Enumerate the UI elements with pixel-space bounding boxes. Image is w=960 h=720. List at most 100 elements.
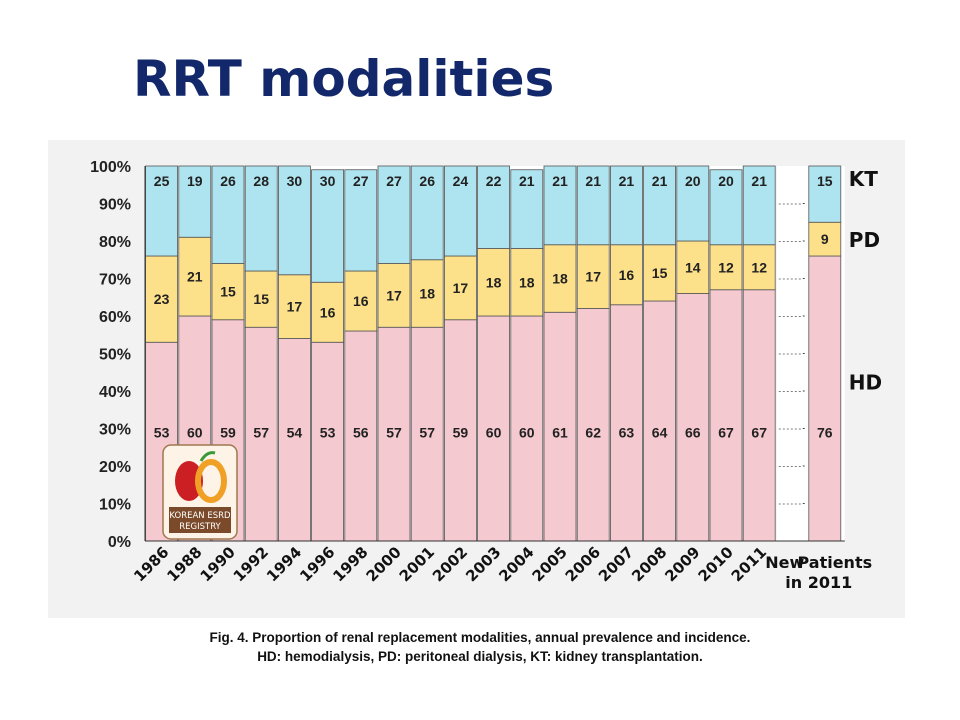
logo-banner [169,507,231,533]
bar-2004-pd [510,248,544,317]
legend-pd: PD [849,228,880,252]
x-tick-label: 2009 [661,543,703,585]
data-label-kt: 21 [519,173,535,189]
x-tick-label: 1990 [197,543,239,585]
data-label-hd: 66 [685,424,701,440]
x-tick-label: 2000 [363,543,405,585]
gap-column [776,166,805,541]
bar-2006-kt [576,165,610,246]
bar-1998-hd [344,330,378,542]
bar-2001-kt [410,165,444,261]
data-label-kt: 19 [187,173,203,189]
bar-2000-pd [377,263,411,328]
bar-1996-kt [311,169,345,283]
logo-text-line1: KOREAN ESRD [169,511,231,521]
bar-2004-kt [510,169,544,249]
data-label-kt: 30 [287,173,303,189]
data-label-pd: 17 [386,287,402,303]
data-label-hd: 57 [253,424,269,440]
legend-kt: KT [849,167,878,191]
data-label-pd: 15 [253,291,269,307]
x-tick-label: 2005 [529,543,571,585]
data-label-hd: 61 [552,424,568,440]
bar-1996-hd [311,341,345,542]
bar-2008-hd [643,300,676,542]
bar-1990-kt [211,165,245,264]
data-label-pd: 17 [585,269,601,285]
data-label-hd: 59 [453,424,469,440]
data-label-pd: 12 [751,259,767,275]
y-tick-label: 90% [99,197,131,214]
x-label-in-2011: in 2011 [785,573,852,592]
bar-2008-kt [643,165,676,246]
data-label-hd: 63 [619,424,635,440]
data-label-pd: 21 [187,269,203,285]
bar-2004-hd [510,315,544,542]
bar-2001-hd [410,326,444,542]
bar-2002-pd [443,255,477,321]
data-label-pd: 18 [486,274,502,290]
bar-1986-kt [145,165,178,257]
bar-2010-kt [709,169,743,246]
data-label-pd: 18 [419,286,435,302]
bar-2003-pd [477,248,511,317]
bar-2001-pd [410,259,444,328]
x-tick-label: 1992 [230,543,272,585]
x-tick-label: 2007 [595,543,637,585]
data-label-kt: 26 [220,173,236,189]
x-tick-label: 1994 [263,543,305,585]
bar-2005-kt [543,165,577,246]
data-label-pd: 16 [619,267,635,283]
bar-1988-pd [178,236,212,317]
data-label-hd: 56 [353,424,369,440]
bar-2011-kt [742,165,776,246]
x-tick-label: 2001 [396,543,438,585]
legend-hd: HD [849,371,882,395]
data-label-pd: 9 [821,231,829,247]
data-label-pd: 12 [718,259,734,275]
data-label-pd: 15 [652,265,668,281]
data-label-pd: 16 [353,293,369,309]
data-label-kt: 20 [718,173,734,189]
bar-1996-pd [311,281,345,343]
bar-2006-pd [576,244,610,309]
bar-2003-kt [477,165,511,249]
bar-new-patients-kt [808,165,842,223]
x-tick-label: 1988 [163,543,205,585]
data-label-pd: 16 [320,304,336,320]
bar-2000-kt [377,165,411,264]
bar-2007-kt [610,165,643,246]
x-tick-label: 2003 [462,543,504,585]
data-label-hd: 59 [220,424,236,440]
data-label-kt: 21 [619,173,635,189]
data-label-hd: 54 [287,424,303,440]
y-tick-label: 80% [99,234,131,251]
y-tick-label: 40% [99,384,131,401]
bar-1992-hd [244,326,278,542]
x-tick-label: 1986 [130,543,172,585]
bar-2007-hd [610,304,643,542]
y-tick-label: 0% [108,534,131,551]
logo-kidney-red [175,461,203,501]
bar-1992-pd [244,270,278,328]
data-label-hd: 60 [519,424,535,440]
data-label-hd: 67 [718,424,734,440]
x-tick-label: 2008 [628,543,670,585]
data-label-pd: 17 [453,280,469,296]
data-label-hd: 76 [817,424,833,440]
y-tick-label: 20% [99,459,131,476]
bar-1998-kt [344,169,378,272]
data-label-pd: 14 [685,259,701,275]
bar-2010-hd [709,289,743,542]
data-label-hd: 62 [585,424,601,440]
slide-title: RRT modalities [133,50,555,108]
data-label-kt: 21 [751,173,767,189]
x-tick-label: 1998 [329,543,371,585]
data-label-kt: 24 [453,173,469,189]
y-tick-label: 10% [99,497,131,514]
data-label-hd: 64 [652,424,668,440]
y-tick-label: 60% [99,309,131,326]
caption-line-2: HD: hemodialysis, PD: peritoneal dialysi… [257,649,703,664]
data-label-kt: 26 [419,173,435,189]
y-tick-label: 100% [90,159,131,176]
